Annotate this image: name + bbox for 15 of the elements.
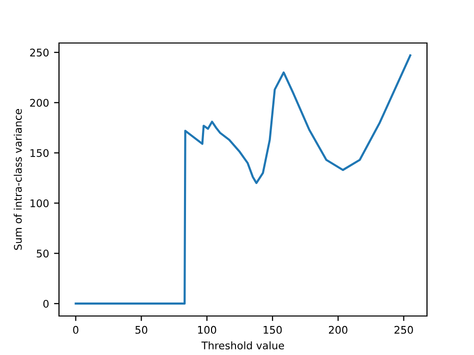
y-tick-label: 50 [36,250,49,258]
x-axis-title: Threshold value [201,341,284,350]
x-tick-label: 0 [73,326,78,334]
y-tick-label: 100 [30,199,49,208]
x-tick-label: 100 [198,326,216,334]
line-series [74,54,412,305]
y-tick-label: 200 [30,98,49,107]
y-tick-label: 250 [30,48,49,56]
x-tick-label: 150 [264,326,282,334]
x-tick-label: 200 [328,326,348,334]
x-tick-label: 250 [394,326,413,334]
y-tick-label: 150 [30,149,49,157]
y-tick-label: 0 [43,300,49,308]
y-axis-title: Sum of intra-class variance [14,109,22,250]
x-tick-label: 50 [136,326,148,334]
